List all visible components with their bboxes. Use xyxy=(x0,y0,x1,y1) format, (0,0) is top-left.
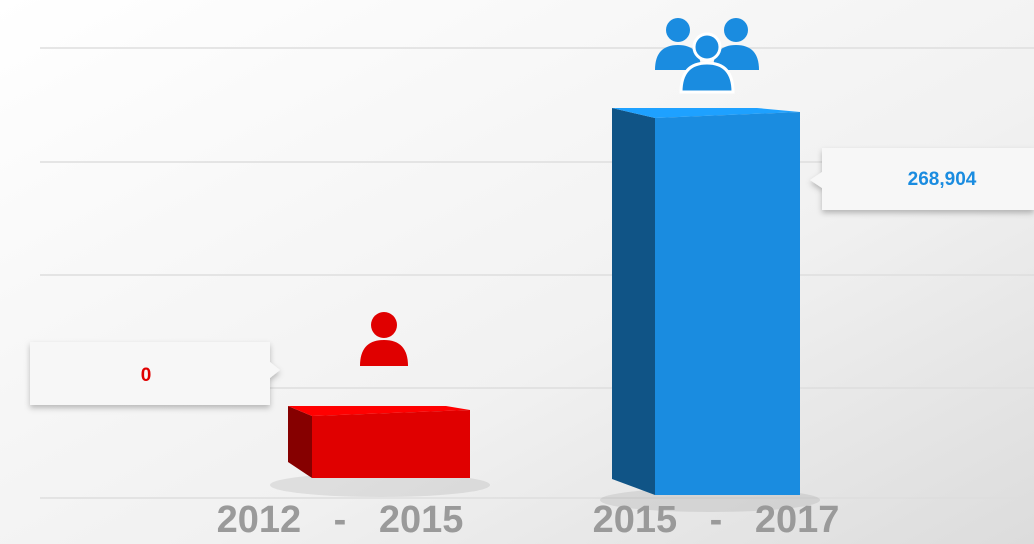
bar xyxy=(612,108,800,495)
bar-side xyxy=(612,108,655,495)
callout xyxy=(30,342,280,405)
callout xyxy=(810,148,1034,210)
category-label: 2012 - 2015 xyxy=(217,499,464,541)
person-icon xyxy=(360,312,408,366)
bar-side xyxy=(288,406,312,478)
category-label: 2015 - 2017 xyxy=(593,499,840,541)
bar-front xyxy=(312,410,470,478)
shadow xyxy=(270,473,490,497)
bar-front xyxy=(655,112,800,495)
bar-top xyxy=(612,108,800,118)
value-label: 268,904 xyxy=(908,169,977,190)
bars xyxy=(288,108,800,495)
group-icon xyxy=(655,18,759,94)
bar-top xyxy=(288,406,470,416)
value-label: 0 xyxy=(141,365,152,386)
bar xyxy=(288,406,470,478)
